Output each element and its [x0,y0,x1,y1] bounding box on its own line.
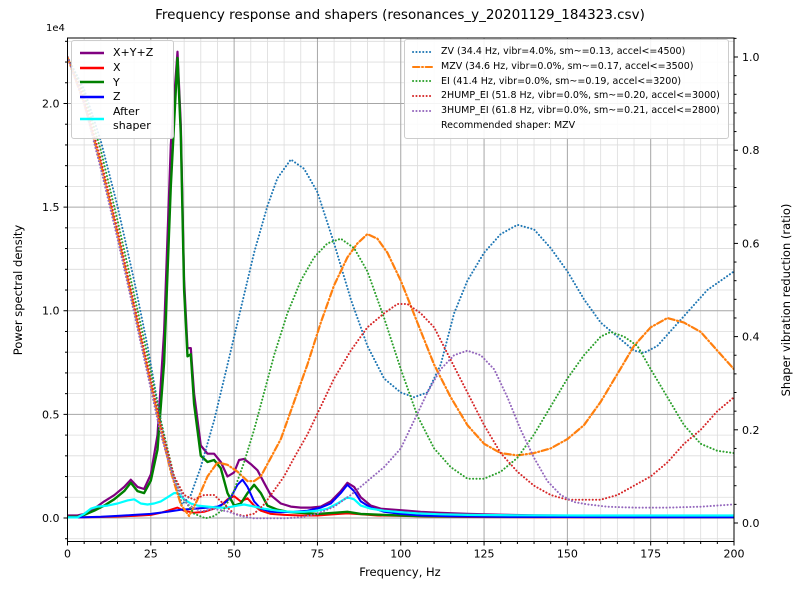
legend-line-swatch [412,80,434,83]
legend-item-ei-label: EI (41.4 Hz, vibr=0.0%, sm~=0.19, accel<… [441,75,682,87]
series-psd_xyz [67,50,734,518]
legend-item-z-label: Z [113,90,121,104]
legend-item-2hump-ei-label: 2HUMP_EI (51.8 Hz, vibr=0.0%, sm~=0.20, … [441,90,720,102]
series-psd_y [67,56,734,519]
svg-text:0.6: 0.6 [742,237,760,250]
legend-item-3hump-ei-label: 3HUMP_EI (61.8 Hz, vibr=0.0%, sm~=0.21, … [441,105,720,117]
svg-text:1.0: 1.0 [742,51,760,64]
svg-text:0.0: 0.0 [42,512,60,525]
svg-text:0: 0 [64,548,71,561]
legend-note-recommended-shaper-label: Recommended shaper: MZV [441,119,576,131]
axis-ticks [63,37,738,546]
legend-line-swatch [412,65,434,68]
legend-line-swatch [80,95,104,99]
legend-line-swatch [412,95,434,98]
legend-note-recommended-shaper: Recommended shaper: MZV [412,119,720,133]
legend-item-mzv-label: MZV (34.6 Hz, vibr=0.0%, sm~=0.17, accel… [441,60,694,72]
svg-text:0.4: 0.4 [742,331,760,344]
series-psd_after_shaper [67,492,734,519]
svg-text:0.0: 0.0 [742,517,760,530]
svg-text:200: 200 [724,548,745,561]
legend-item-x-label: X [113,60,121,74]
legend-item-z: Z [79,90,165,104]
svg-text:175: 175 [640,548,661,561]
legend-shapers: ZV (34.4 Hz, vibr=4.0%, sm~=0.13, accel<… [404,39,729,139]
series-shaper_2hump_ei [67,56,734,517]
series-shaper_mzv [67,55,734,518]
svg-text:50: 50 [227,548,241,561]
series-shaper_ei [67,56,734,520]
series-shaper_zv [67,56,734,506]
x-axis-label: Frequency, Hz [359,565,441,579]
svg-text:25: 25 [144,548,158,561]
legend-line-swatch [80,51,104,55]
legend-line-swatch [80,81,104,84]
axis-tick-labels: 0 25 50 75 100 125 150 175 200 0.0 0.5 1.0 1.5 2.0 0.0… [42,51,760,560]
legend-item-zv-label: ZV (34.4 Hz, vibr=4.0%, sm~=0.13, accel<… [441,46,686,57]
chart-title: Frequency response and shapers (resonanc… [155,7,645,23]
svg-text:0.2: 0.2 [742,424,760,437]
legend-line-swatch [80,117,104,121]
legend-item-ei: EI (41.4 Hz, vibr=0.0%, sm~=0.19, accel<… [412,75,720,89]
svg-text:0.8: 0.8 [742,144,760,157]
legend-item-x-y-z-label: X+Y+Z [113,46,154,59]
legend-item-after-shaper-label: After shaper [113,105,151,132]
legend-item-x-y-z: X+Y+Z [79,46,165,60]
svg-text:0.5: 0.5 [42,408,60,421]
legend-item-after-shaper: After shaper [79,105,165,133]
legend-line-swatch [412,50,434,53]
svg-text:100: 100 [390,548,411,561]
legend-item-mzv: MZV (34.6 Hz, vibr=0.0%, sm~=0.17, accel… [412,60,720,74]
legend-item-2hump-ei: 2HUMP_EI (51.8 Hz, vibr=0.0%, sm~=0.20, … [412,89,720,103]
legend-item-zv: ZV (34.4 Hz, vibr=4.0%, sm~=0.13, accel<… [412,45,720,59]
legend-item-3hump-ei: 3HUMP_EI (61.8 Hz, vibr=0.0%, sm~=0.21, … [412,104,720,118]
legend-item-y-label: Y [113,75,120,89]
series-psd_z [67,478,734,519]
legend-line-swatch [80,66,104,69]
series-shaper_3hump_ei [67,56,734,520]
legend-line-swatch [412,109,434,112]
svg-text:125: 125 [474,548,495,561]
svg-text:150: 150 [557,548,578,561]
legend-item-y: Y [79,76,165,90]
y-axis-offset-label: 1e4 [46,23,65,34]
legend-line-swatch [412,121,434,131]
legend-item-x: X [79,61,165,75]
series-lines [67,50,734,520]
svg-text:75: 75 [310,548,324,561]
svg-text:1.0: 1.0 [42,305,60,318]
svg-text:1.5: 1.5 [42,201,60,214]
svg-text:2.0: 2.0 [42,97,60,110]
legend-psd: X+Y+Z X Y Z After shaper [71,40,174,139]
